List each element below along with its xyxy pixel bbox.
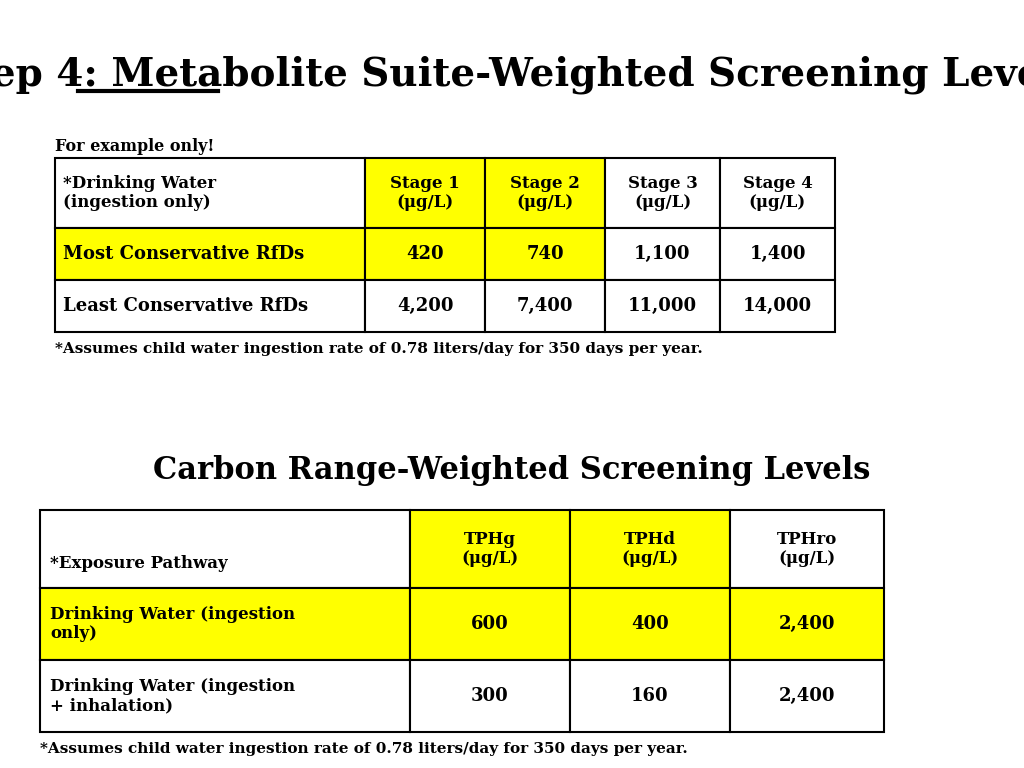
Bar (605, 228, 720, 280)
Bar (485, 228, 605, 280)
Text: 400: 400 (631, 615, 669, 633)
Text: 420: 420 (407, 245, 443, 263)
Text: Stage 2
(μg/L): Stage 2 (μg/L) (510, 174, 580, 211)
Text: TPHd
(μg/L): TPHd (μg/L) (622, 531, 679, 568)
Bar (365, 280, 485, 332)
Text: Stage 4
(μg/L): Stage 4 (μg/L) (742, 174, 812, 211)
Text: 300: 300 (471, 687, 509, 705)
Bar (55, 158, 365, 228)
Text: 2,400: 2,400 (778, 615, 836, 633)
Bar (410, 588, 570, 660)
Text: Stage 1
(μg/L): Stage 1 (μg/L) (390, 174, 460, 211)
Text: 7,400: 7,400 (517, 297, 573, 315)
Text: 2,400: 2,400 (778, 687, 836, 705)
Bar (485, 280, 605, 332)
Text: 4,200: 4,200 (396, 297, 454, 315)
Text: Most Conservative RfDs: Most Conservative RfDs (63, 245, 304, 263)
Text: 1,400: 1,400 (750, 245, 806, 263)
Bar (55, 280, 365, 332)
Bar (40, 660, 410, 732)
Bar (730, 588, 884, 660)
Text: 600: 600 (471, 615, 509, 633)
Bar (410, 510, 570, 588)
Text: Drinking Water (ingestion
only): Drinking Water (ingestion only) (50, 606, 295, 642)
Bar (730, 660, 884, 732)
Text: *Assumes child water ingestion rate of 0.78 liters/day for 350 days per year.: *Assumes child water ingestion rate of 0… (55, 342, 702, 356)
Text: *Exposure Pathway: *Exposure Pathway (50, 555, 227, 572)
Text: Stage 3
(μg/L): Stage 3 (μg/L) (628, 174, 697, 211)
Text: TPHg
(μg/L): TPHg (μg/L) (462, 531, 518, 568)
Text: 740: 740 (526, 245, 564, 263)
Bar (485, 158, 605, 228)
Text: 11,000: 11,000 (628, 297, 697, 315)
Bar (720, 158, 835, 228)
Bar (720, 280, 835, 332)
Text: Step 4: Metabolite Suite-Weighted Screening Levels: Step 4: Metabolite Suite-Weighted Screen… (0, 55, 1024, 94)
Bar (605, 158, 720, 228)
Bar (365, 228, 485, 280)
Bar (570, 660, 730, 732)
Bar (605, 280, 720, 332)
Text: *Drinking Water
(ingestion only): *Drinking Water (ingestion only) (63, 174, 216, 211)
Bar (570, 588, 730, 660)
Text: 1,100: 1,100 (634, 245, 691, 263)
Bar (570, 510, 730, 588)
Bar (40, 588, 410, 660)
Bar (730, 510, 884, 588)
Text: 160: 160 (631, 687, 669, 705)
Bar (720, 228, 835, 280)
Text: TPHro
(μg/L): TPHro (μg/L) (777, 531, 838, 568)
Text: For example only!: For example only! (55, 138, 214, 155)
Text: Least Conservative RfDs: Least Conservative RfDs (63, 297, 308, 315)
Bar (55, 228, 365, 280)
Bar (40, 510, 410, 588)
Text: *Assumes child water ingestion rate of 0.78 liters/day for 350 days per year.: *Assumes child water ingestion rate of 0… (40, 742, 688, 756)
Text: Drinking Water (ingestion
+ inhalation): Drinking Water (ingestion + inhalation) (50, 677, 295, 714)
Bar (410, 660, 570, 732)
Bar (365, 158, 485, 228)
Text: Carbon Range-Weighted Screening Levels: Carbon Range-Weighted Screening Levels (154, 455, 870, 486)
Text: 14,000: 14,000 (743, 297, 812, 315)
